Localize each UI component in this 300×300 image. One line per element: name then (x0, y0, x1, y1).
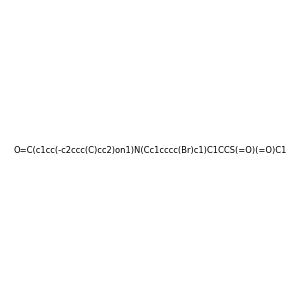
Text: O=C(c1cc(-c2ccc(C)cc2)on1)N(Cc1cccc(Br)c1)C1CCS(=O)(=O)C1: O=C(c1cc(-c2ccc(C)cc2)on1)N(Cc1cccc(Br)c… (13, 146, 287, 154)
